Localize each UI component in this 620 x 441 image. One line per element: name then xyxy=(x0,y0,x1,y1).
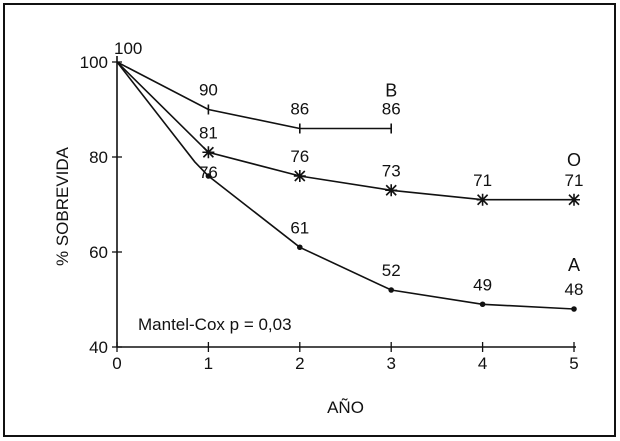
series-o-data-label: 71 xyxy=(473,171,492,190)
series-b-line xyxy=(116,61,392,130)
y-axis-title: % SOBREVIDA xyxy=(53,146,72,266)
x-tick-label: 3 xyxy=(386,354,395,373)
series-a-line xyxy=(116,61,575,310)
y-tick-label: 60 xyxy=(89,243,108,262)
series-a-name: A xyxy=(568,255,580,275)
x-tick-label: 5 xyxy=(569,354,578,373)
x-tick-label: 0 xyxy=(112,354,121,373)
series-o-marker xyxy=(385,184,398,197)
series-o-marker xyxy=(202,146,215,159)
x-axis-title: AÑO xyxy=(327,398,364,417)
series-a-data-label: 76 xyxy=(199,163,218,182)
series-b-name: B xyxy=(385,81,397,101)
series-layer xyxy=(116,61,580,312)
x-tick-label: 2 xyxy=(295,354,304,373)
mantel-cox-annotation: Mantel-Cox p = 0,03 xyxy=(138,315,292,334)
series-o-data-label: 81 xyxy=(199,123,218,142)
y-tick-label: 80 xyxy=(89,148,108,167)
series-o-marker xyxy=(293,170,306,182)
series-a-data-label: 49 xyxy=(473,275,492,294)
series-a-data-label: 48 xyxy=(565,280,584,299)
series-o-marker xyxy=(476,193,489,206)
x-tick-label: 4 xyxy=(478,354,487,373)
series-a-data-label: 61 xyxy=(290,218,309,237)
series-b-data-label: 86 xyxy=(290,100,309,119)
series-o-marker xyxy=(568,193,580,206)
series-o-data-label: 76 xyxy=(290,147,309,166)
series-a-marker xyxy=(571,306,577,312)
series-o-data-label: 73 xyxy=(382,161,401,180)
y-tick-label: 100 xyxy=(80,53,108,72)
x-tick-label: 1 xyxy=(204,354,213,373)
series-o-line xyxy=(116,61,574,201)
series-b-data-label: 86 xyxy=(382,100,401,119)
series-o-name: O xyxy=(567,150,581,170)
series-a-marker xyxy=(296,244,303,251)
shared-start-label: 100 xyxy=(114,39,142,58)
axes: 0 1 2 3 4 5 40 60 80 100 xyxy=(80,53,579,373)
series-a-marker xyxy=(205,173,212,179)
series-b-data-label: 90 xyxy=(199,81,218,100)
series-a-data-label: 52 xyxy=(382,261,401,280)
series-a-marker xyxy=(388,287,395,293)
y-tick-label: 40 xyxy=(89,338,108,357)
series-o-data-label: 71 xyxy=(565,171,584,190)
chart-frame xyxy=(3,3,616,437)
series-a-marker xyxy=(479,301,486,308)
